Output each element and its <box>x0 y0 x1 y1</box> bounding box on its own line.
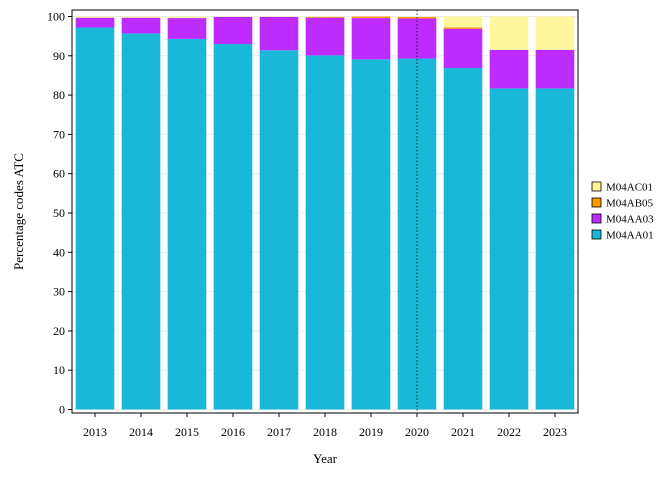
x-tick-label-2020: 2020 <box>405 425 429 439</box>
y-tick-label-10: 10 <box>53 363 65 377</box>
y-axis: 0 10 20 30 40 50 60 70 80 90 100 <box>47 10 72 417</box>
y-tick-label-90: 90 <box>53 49 65 63</box>
bar-M04AA03-2017 <box>259 16 299 51</box>
y-tick-label-70: 70 <box>53 127 65 141</box>
x-tick-label-2015: 2015 <box>175 425 199 439</box>
x-tick-label-2016: 2016 <box>221 425 245 439</box>
bar-M04AA03-2015 <box>167 18 207 39</box>
bar-M04AA03-2014 <box>121 17 161 34</box>
bar-M04AC01-2021 <box>443 16 483 28</box>
bar-M04AA01-2018 <box>305 55 345 410</box>
bar-M04AA03-2023 <box>535 49 575 89</box>
bar-M04AA01-2023 <box>535 88 575 410</box>
x-tick-label-2021: 2021 <box>451 425 475 439</box>
bar-M04AA03-2018 <box>305 17 345 56</box>
bar-M04AB05-2018 <box>305 16 345 18</box>
bar-M04AA01-2015 <box>167 38 207 410</box>
bar-M04AA03-2022 <box>489 49 529 89</box>
x-tick-label-2022: 2022 <box>497 425 521 439</box>
y-tick-label-30: 30 <box>53 285 65 299</box>
bar-M04AA03-2021 <box>443 28 483 68</box>
bar-M04AC01-2015 <box>167 16 207 19</box>
y-tick-label-20: 20 <box>53 324 65 338</box>
legend-swatch-M04AB05 <box>591 197 602 208</box>
x-tick-label-2013: 2013 <box>83 425 107 439</box>
x-tick-label-2017: 2017 <box>267 425 291 439</box>
legend-label-M04AB05: M04AB05 <box>606 198 654 210</box>
bar-M04AA01-2019 <box>351 59 391 410</box>
bar-M04AA03-2016 <box>213 16 253 45</box>
legend-swatch-M04AA03 <box>591 213 602 224</box>
y-tick-label-0: 0 <box>59 403 65 417</box>
legend-swatch-M04AC01 <box>591 181 602 192</box>
y-tick-label-100: 100 <box>47 10 65 24</box>
bar-M04AA01-2016 <box>213 44 253 410</box>
x-tick-label-2014: 2014 <box>129 425 153 439</box>
bar-M04AA01-2021 <box>443 67 483 410</box>
bar-M04AC01-2023 <box>535 16 575 50</box>
legend: M04AC01 M04AB05 M04AA03 M04AA01 <box>591 181 654 242</box>
y-tick-label-80: 80 <box>53 88 65 102</box>
bar-M04AA01-2013 <box>75 27 115 410</box>
bar-M04AA03-2019 <box>351 18 391 60</box>
x-tick-label-2019: 2019 <box>359 425 383 439</box>
legend-label-M04AC01: M04AC01 <box>606 182 653 194</box>
bar-M04AA03-2013 <box>75 17 115 28</box>
bar-M04AA01-2022 <box>489 88 529 410</box>
x-tick-label-2023: 2023 <box>543 425 567 439</box>
y-tick-label-50: 50 <box>53 206 65 220</box>
x-axis-label: Year <box>313 451 338 466</box>
bars <box>75 16 575 410</box>
bar-M04AB05-2019 <box>351 16 391 19</box>
y-axis-label: Percentage codes ATC <box>11 153 26 270</box>
bar-M04AB05-2021 <box>443 27 483 29</box>
bar-M04AA01-2017 <box>259 50 299 410</box>
x-tick-label-2018: 2018 <box>313 425 337 439</box>
legend-label-M04AA03: M04AA03 <box>606 214 654 226</box>
legend-label-M04AA01: M04AA01 <box>606 230 654 242</box>
y-tick-label-40: 40 <box>53 245 65 259</box>
bar-M04AC01-2014 <box>121 16 161 18</box>
bar-M04AC01-2013 <box>75 16 115 18</box>
legend-swatch-M04AA01 <box>591 229 602 240</box>
bar-M04AA01-2014 <box>121 33 161 410</box>
y-tick-label-60: 60 <box>53 167 65 181</box>
x-axis: 2013 2014 2015 2016 2017 2018 2019 2020 2021 2022… <box>83 413 567 439</box>
bar-M04AC01-2022 <box>489 16 529 50</box>
